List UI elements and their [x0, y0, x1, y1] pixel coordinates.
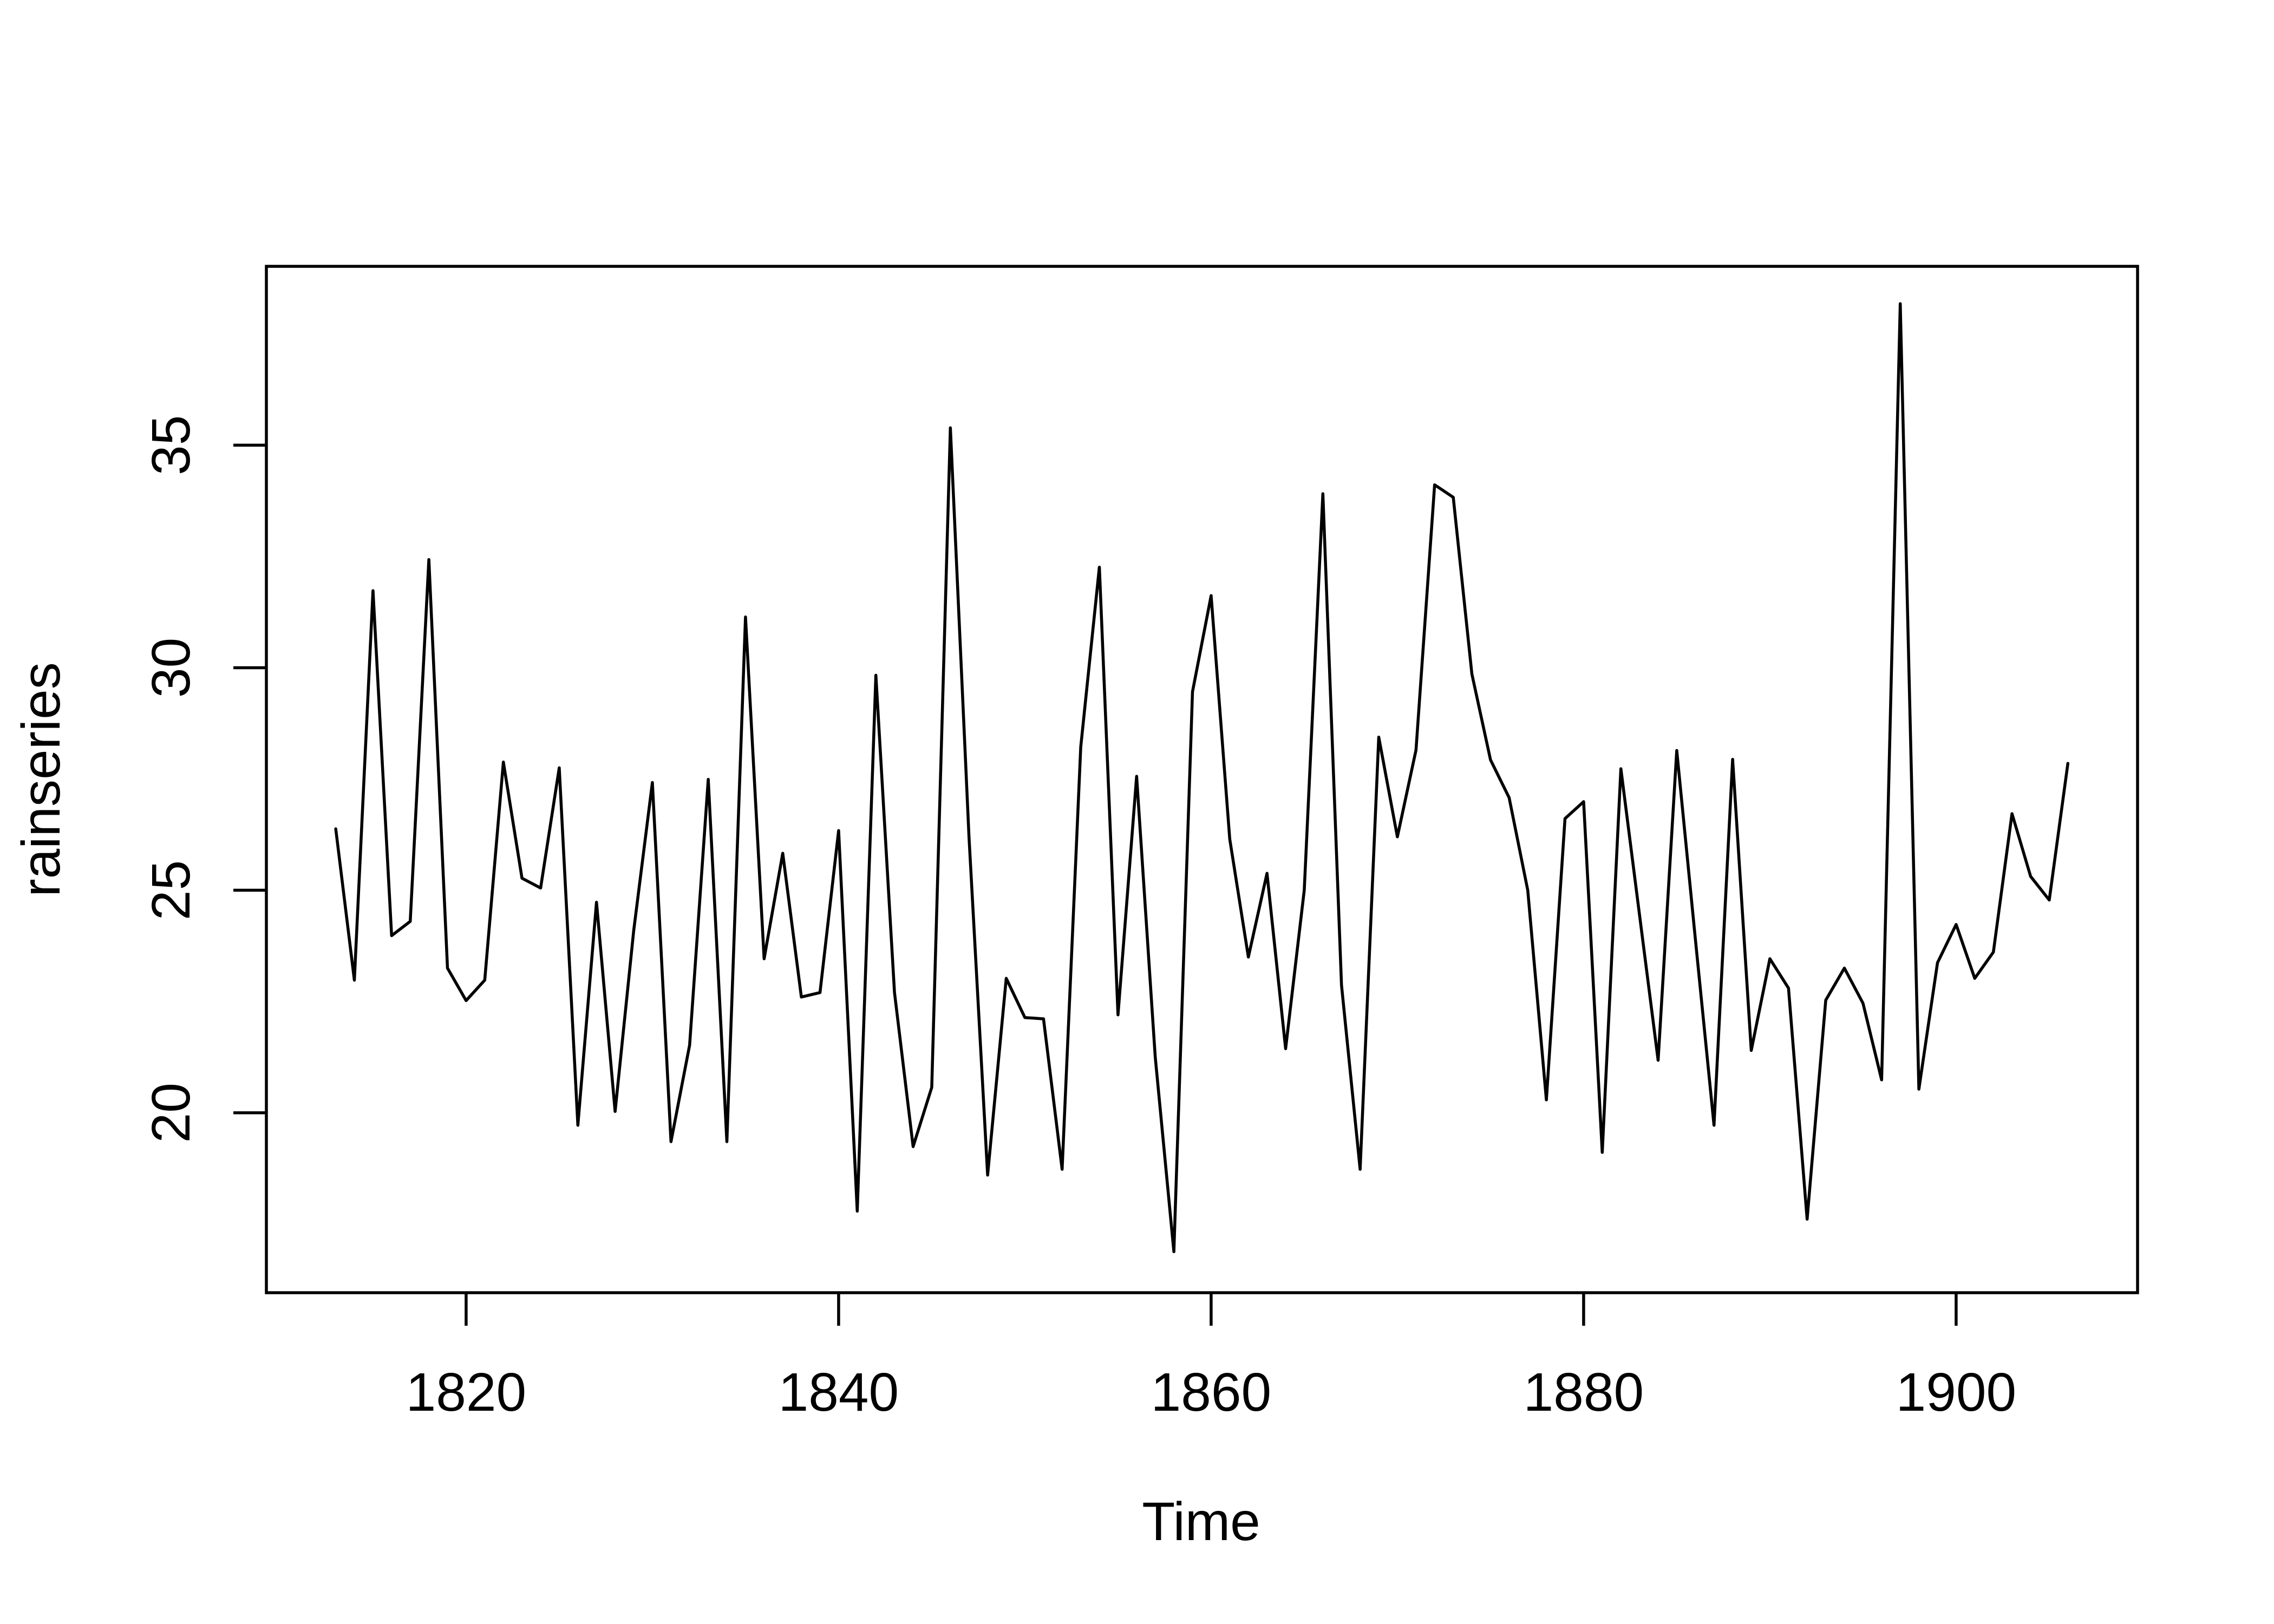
svg-text:rainseries: rainseries: [11, 662, 71, 897]
svg-text:1820: 1820: [406, 1362, 526, 1423]
svg-text:1840: 1840: [779, 1362, 899, 1423]
svg-text:1900: 1900: [1896, 1362, 2016, 1423]
svg-text:25: 25: [141, 860, 201, 920]
svg-text:30: 30: [141, 638, 201, 698]
svg-text:Time: Time: [1142, 1491, 1260, 1552]
svg-text:1880: 1880: [1524, 1362, 1644, 1423]
svg-text:1860: 1860: [1151, 1362, 1271, 1423]
svg-text:20: 20: [141, 1083, 201, 1143]
svg-text:35: 35: [141, 415, 201, 475]
